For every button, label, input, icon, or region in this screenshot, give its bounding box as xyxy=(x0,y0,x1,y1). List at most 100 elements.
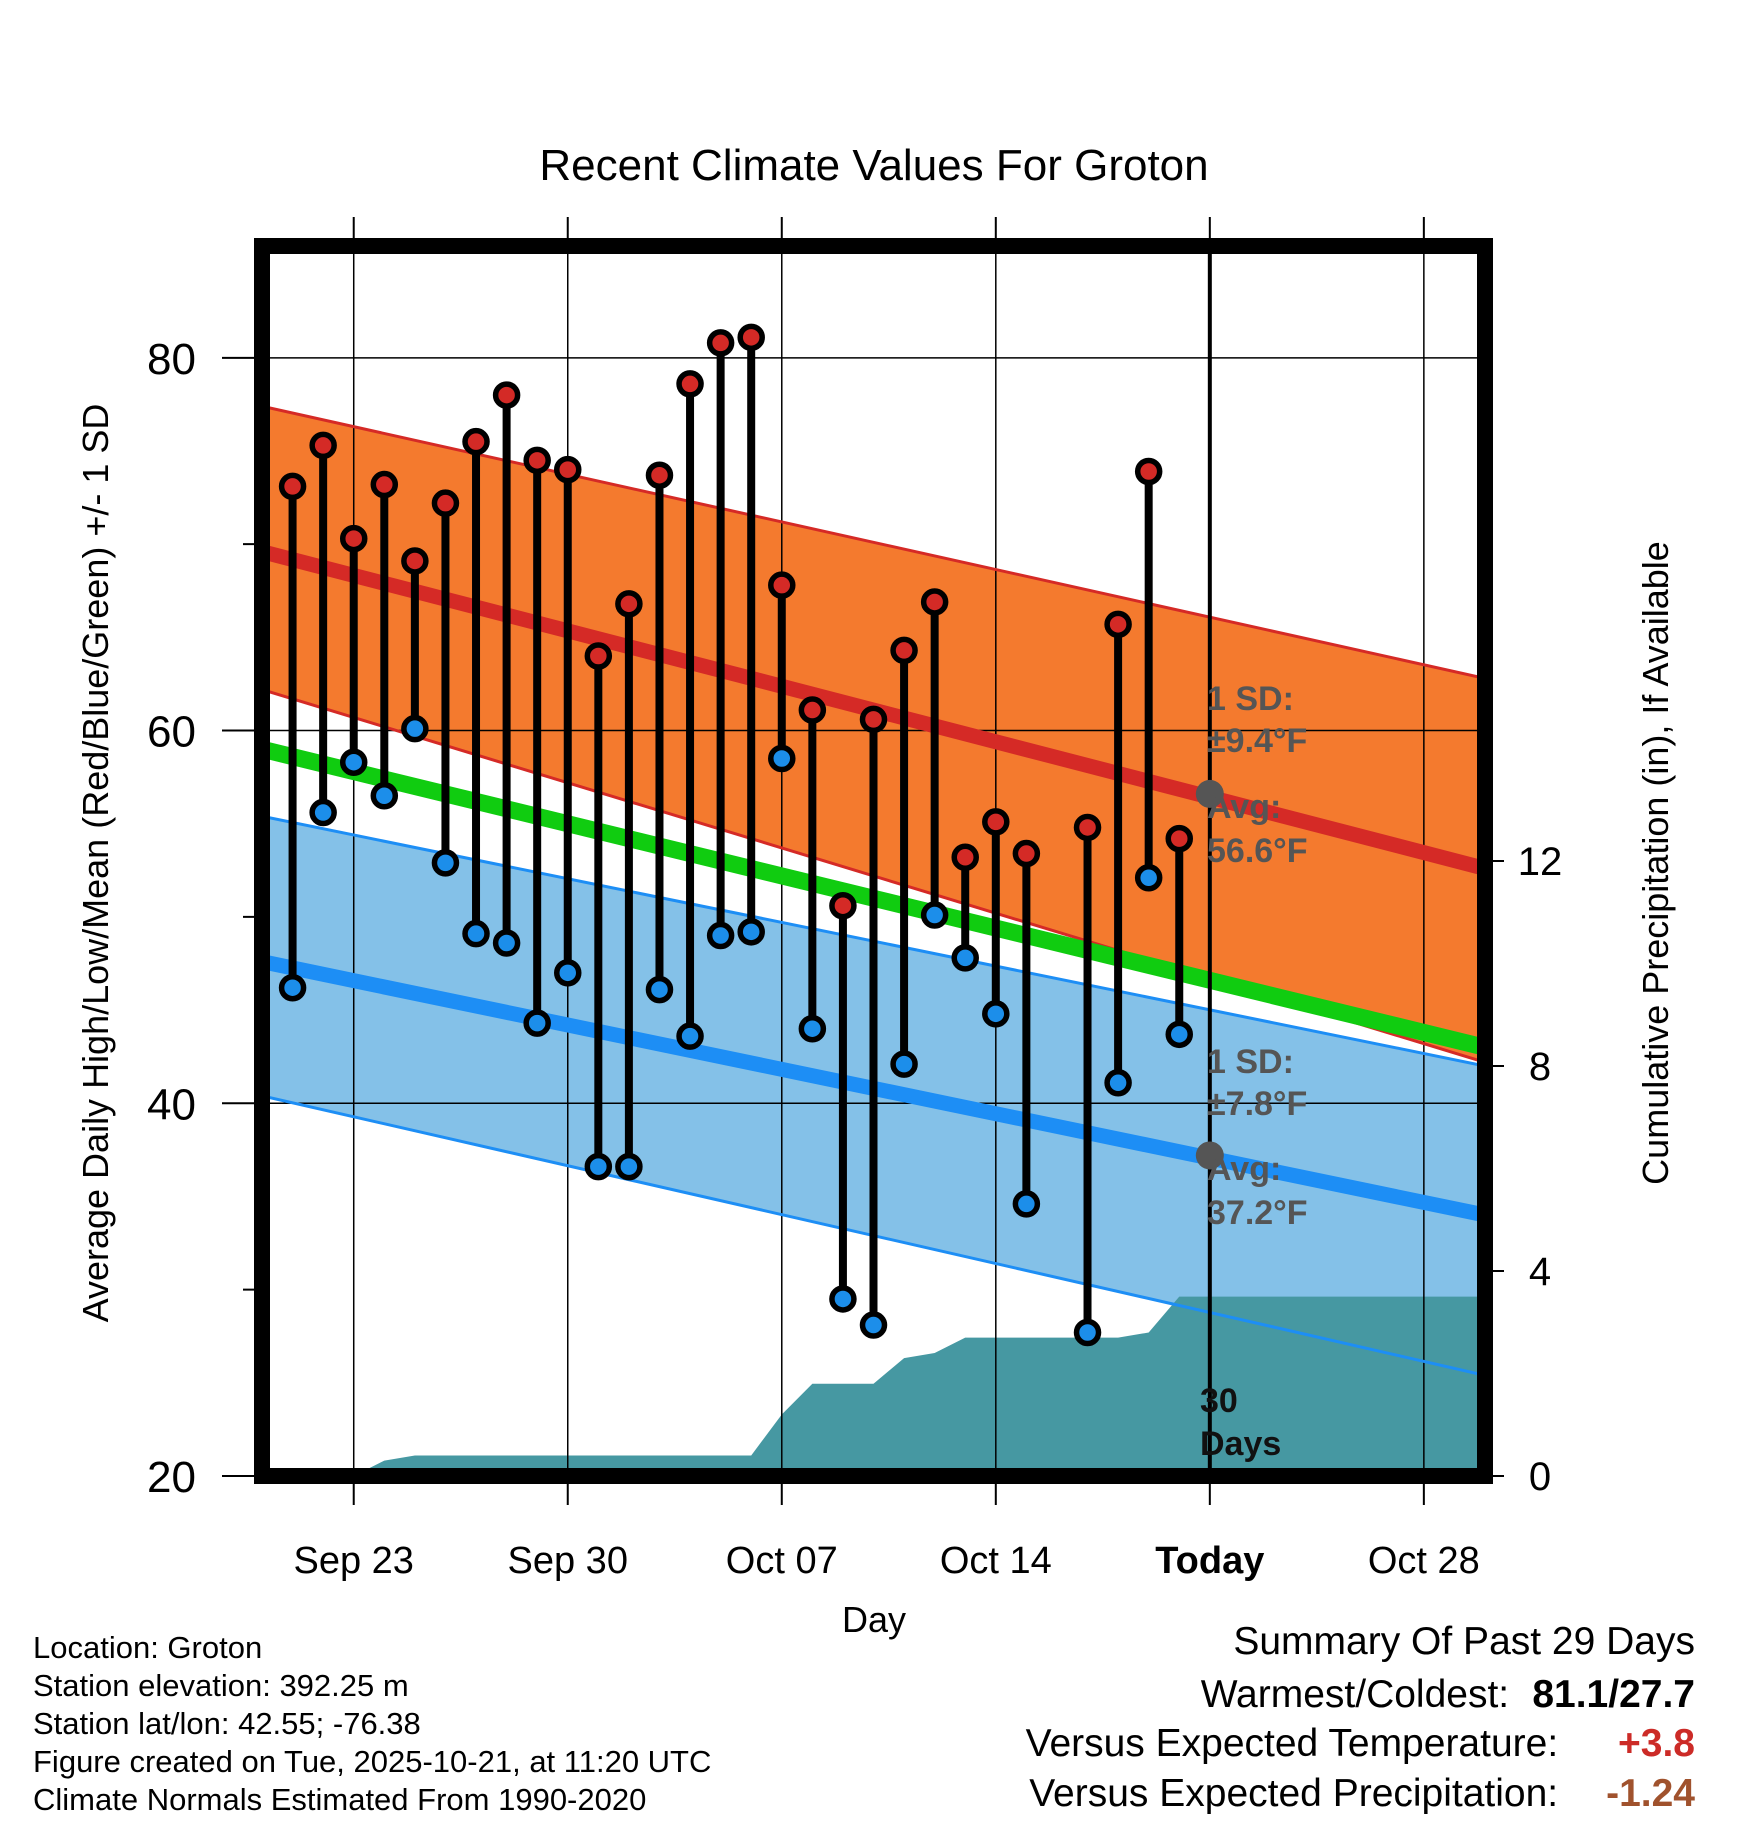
low-sd-label: 1 SD: xyxy=(1207,1043,1294,1081)
x-axis: Sep 23 Sep 30 Oct 07 Oct 14 Today Oct 28 xyxy=(293,217,1480,1582)
daily-high-dot xyxy=(951,843,979,872)
daily-low-dot xyxy=(339,748,368,776)
daily-high-dot xyxy=(278,472,307,501)
daily-low-dot xyxy=(615,1152,643,1181)
daily-low-dot xyxy=(370,782,399,810)
station-info: Location: Groton Station elevation: 392.… xyxy=(33,1629,711,1819)
info-location: Location: Groton xyxy=(33,1630,263,1665)
info-elevation: Station elevation: 392.25 m xyxy=(33,1668,409,1703)
low-avg-marker xyxy=(1195,1141,1224,1170)
daily-high-dot xyxy=(859,705,888,734)
daily-high-dot xyxy=(768,571,796,599)
summary-temp: Versus Expected Temperature: +3.8 xyxy=(1026,1722,1695,1766)
high-sd-label: 1 SD: xyxy=(1207,680,1294,718)
low-sd-value: ±7.8°F xyxy=(1207,1085,1307,1123)
daily-high-dot xyxy=(798,696,827,724)
daily-high-dot xyxy=(920,588,949,616)
info-normals-period: Climate Normals Estimated From 1990-2020 xyxy=(33,1782,647,1817)
period-label-number: 30 xyxy=(1200,1382,1238,1420)
daily-low-dot xyxy=(584,1152,613,1181)
x-axis-label: Day xyxy=(842,1599,906,1640)
daily-low-dot xyxy=(492,929,521,957)
low-avg-label: Avg: xyxy=(1207,1150,1281,1188)
daily-high-dot xyxy=(492,381,521,409)
daily-high-dot xyxy=(431,489,460,517)
daily-low-dot xyxy=(768,744,796,773)
summary-heading: Summary Of Past 29 Days xyxy=(1233,1620,1695,1663)
daily-low-dot xyxy=(890,1050,918,1078)
daily-low-dot xyxy=(676,1022,704,1050)
warm-cold-label: Warmest/Coldest: xyxy=(1200,1673,1510,1716)
summary-precip: Versus Expected Precipitation: -1.24 xyxy=(1029,1772,1695,1816)
chart-title: Recent Climate Values For Groton xyxy=(539,141,1208,190)
daily-low-dot xyxy=(645,975,674,1004)
daily-high-dot xyxy=(737,323,765,352)
y-tick-label: 60 xyxy=(147,708,196,757)
daily-high-dot xyxy=(706,329,735,357)
daily-high-dot xyxy=(645,461,674,489)
daily-high-dot xyxy=(676,370,704,398)
daily-low-dot xyxy=(462,919,490,948)
daily-low-dot xyxy=(554,959,582,987)
daily-observations xyxy=(278,323,1193,1347)
daily-high-dot xyxy=(309,431,337,460)
high-sd-value: ±9.4°F xyxy=(1207,722,1307,760)
precip-label: Versus Expected Precipitation: xyxy=(1029,1772,1559,1815)
daily-high-dot xyxy=(523,446,551,475)
x-tick-label: Today xyxy=(1155,1540,1264,1582)
daily-high-dot xyxy=(829,891,857,920)
precip-value: -1.24 xyxy=(1606,1772,1695,1815)
daily-high-dot xyxy=(1104,610,1132,639)
daily-high-dot xyxy=(554,455,582,484)
x-tick-label: Sep 23 xyxy=(293,1540,413,1582)
y-axis-right: 0 4 8 12 xyxy=(1485,840,1562,1499)
daily-low-dot xyxy=(1073,1318,1102,1347)
daily-low-dot xyxy=(401,714,429,743)
high-avg-value: 56.6°F xyxy=(1207,832,1308,870)
x-tick-label: Oct 28 xyxy=(1368,1540,1480,1582)
high-upper-sd-line xyxy=(262,404,1485,680)
daily-high-dot xyxy=(462,427,490,456)
temp-value: +3.8 xyxy=(1618,1722,1695,1765)
y-axis-label-left: Average Daily High/Low/Mean (Red/Blue/Gr… xyxy=(75,404,116,1323)
y-right-tick-label: 8 xyxy=(1529,1045,1551,1089)
daily-low-dot xyxy=(798,1014,827,1043)
daily-high-dot xyxy=(890,636,918,665)
daily-high-dot xyxy=(401,547,429,575)
daily-low-dot xyxy=(523,1009,551,1037)
daily-low-dot xyxy=(278,973,307,1002)
y-tick-label: 20 xyxy=(147,1453,196,1502)
daily-high-dot xyxy=(1165,824,1193,853)
y-tick-label: 40 xyxy=(147,1080,196,1129)
daily-high-dot xyxy=(982,808,1010,836)
daily-high-dot xyxy=(339,524,368,553)
y-tick-label: 80 xyxy=(147,335,196,384)
info-created: Figure created on Tue, 2025-10-21, at 11… xyxy=(33,1744,712,1779)
high-avg-marker xyxy=(1195,779,1224,808)
warm-cold-value: 81.1/27.7 xyxy=(1532,1673,1695,1716)
low-avg-value: 37.2°F xyxy=(1207,1194,1308,1232)
daily-low-dot xyxy=(951,944,979,972)
daily-low-dot xyxy=(829,1285,857,1313)
daily-high-dot xyxy=(1012,839,1041,868)
y-right-tick-label: 0 xyxy=(1529,1455,1551,1499)
daily-low-dot xyxy=(1165,1020,1193,1049)
x-tick-label: Oct 07 xyxy=(726,1540,838,1582)
daily-high-dot xyxy=(1134,457,1163,486)
daily-high-dot xyxy=(584,642,613,670)
daily-low-dot xyxy=(1012,1190,1041,1218)
daily-low-dot xyxy=(737,918,765,946)
daily-low-dot xyxy=(431,849,460,877)
daily-high-dot xyxy=(1073,813,1102,842)
y-right-tick-label: 12 xyxy=(1518,840,1563,884)
y-axis-label-right: Cumulative Precipitation (in), If Availa… xyxy=(1635,541,1676,1185)
daily-low-dot xyxy=(920,901,949,929)
daily-low-dot xyxy=(706,921,735,950)
cumulative-precipitation-area xyxy=(353,1296,1485,1476)
info-latlon: Station lat/lon: 42.55; -76.38 xyxy=(33,1706,421,1741)
daily-low-dot xyxy=(859,1311,888,1339)
high-avg-label: Avg: xyxy=(1207,788,1281,826)
summary-warm-cold: Warmest/Coldest: 81.1/27.7 xyxy=(1201,1673,1695,1717)
daily-low-dot xyxy=(1104,1069,1132,1097)
